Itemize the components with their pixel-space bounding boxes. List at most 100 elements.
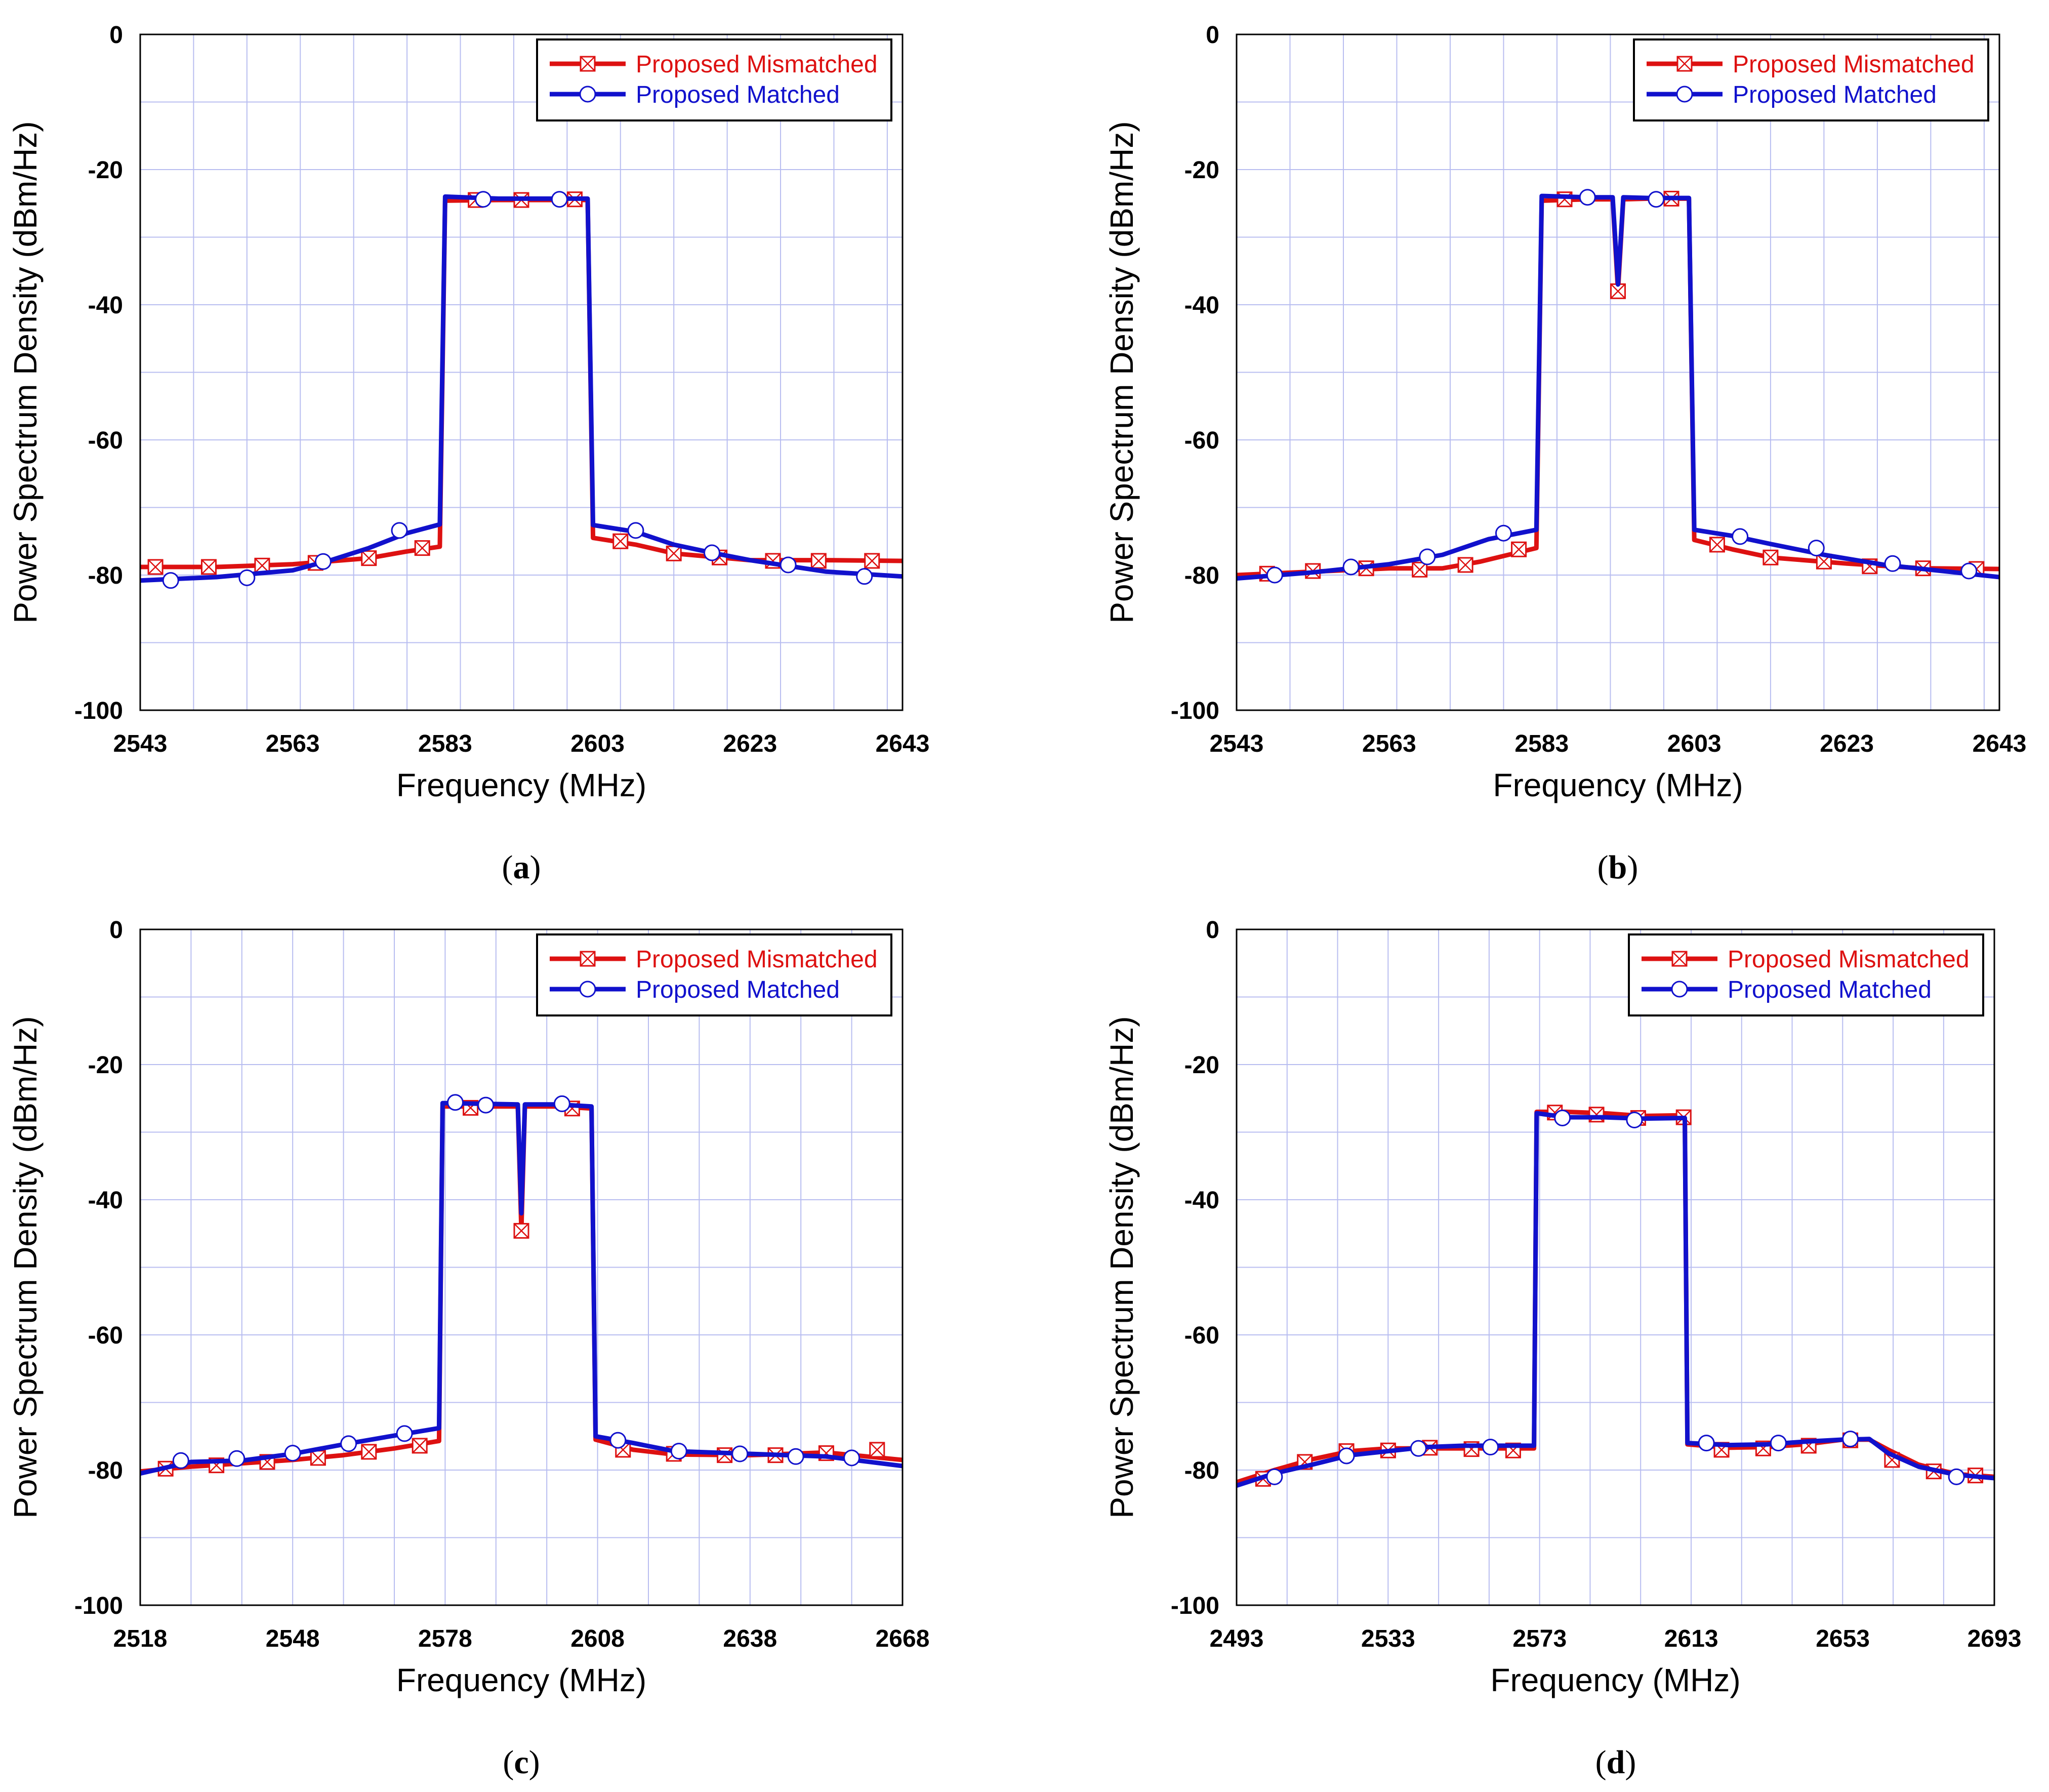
y-tick-label: -80 [88,562,123,589]
x-tick-label: 2563 [1362,730,1416,757]
legend-item-matched: Proposed Matched [550,82,840,108]
y-tick-label: -100 [1171,698,1219,724]
series-line [1236,1111,1995,1488]
axis-frame [1236,928,1995,1606]
legend-marker [1676,86,1693,103]
x-tick-label: 2653 [1816,1625,1870,1652]
legend-label: Proposed Matched [1733,82,1937,108]
y-tick-label: -80 [1184,1457,1219,1484]
data-point [513,1223,529,1239]
data-point [228,1450,245,1467]
legend-label: Proposed Matched [1728,976,1932,1003]
x-axis-label: Frequency (MHz) [1490,1662,1740,1698]
data-point [780,556,797,574]
y-tick-label: 0 [1206,917,1219,944]
data-point [238,569,256,586]
legend-marker [580,951,596,967]
legend: Proposed Mismatched Proposed Matched [1633,38,1989,121]
legend-marker [1671,951,1688,967]
grid [1237,34,1999,710]
x-tick-label: 2613 [1664,1625,1718,1652]
data-point [704,544,720,561]
legend-marker [1676,56,1693,72]
y-tick-label: -80 [88,1457,123,1484]
y-tick-label: -100 [1171,1593,1219,1619]
data-point [1960,562,1978,580]
data-point [1808,540,1825,557]
legend: Proposed Mismatched Proposed Matched [1628,933,1984,1016]
legend-item-matched: Proposed Matched [550,976,840,1003]
legend: Proposed Mismatched Proposed Matched [536,38,892,121]
legend-label: Proposed Mismatched [636,946,878,973]
data-point [1948,1468,1965,1485]
y-tick-label: -20 [88,157,123,184]
data-point [1842,1431,1859,1448]
data-point [1495,524,1512,542]
x-tick-label: 2563 [266,730,320,757]
data-point [1410,1440,1427,1457]
data-point [1884,555,1901,572]
data-point [1457,557,1473,573]
data-point [314,553,332,570]
x-tick-label: 2583 [1514,730,1569,757]
x-tick-label: 2643 [876,730,930,757]
data-point [856,568,873,585]
legend: Proposed Mismatched Proposed Matched [536,933,892,1016]
data-point [254,557,270,574]
x-tick-label: 2693 [1968,1625,2022,1652]
data-point [412,1438,428,1454]
legend-box [1628,933,1984,1016]
data-point [666,545,682,561]
x-tick-label: 2623 [723,730,777,757]
axis-frame [139,928,904,1606]
data-point [1732,528,1749,545]
x-tick-label: 2603 [570,730,625,757]
data-point [477,1096,495,1114]
x-tick-label: 2603 [1667,730,1722,757]
x-tick-label: 2533 [1361,1625,1415,1652]
series-line [140,1101,903,1476]
y-tick-label: -20 [1184,1052,1219,1079]
y-tick-label: -40 [88,292,123,319]
y-tick-label: -40 [1184,292,1219,319]
series-line [1236,193,2000,581]
y-tick-label: -80 [1184,562,1219,589]
data-point [627,522,644,539]
legend-item-mismatched: Proposed Mismatched [550,51,878,78]
data-point [1698,1435,1715,1452]
data-point [553,1095,570,1112]
y-axis-label: Power Spectrum Density (dBm/Hz) [1103,121,1140,623]
data-point [1266,1468,1283,1485]
x-axis-label: Frequency (MHz) [396,1662,646,1698]
y-tick-label: 0 [1206,22,1219,49]
legend-box [1633,38,1989,121]
data-point [1554,1109,1571,1126]
x-tick-label: 2638 [723,1625,777,1652]
data-point [843,1449,860,1467]
data-point [172,1452,189,1469]
axis-frame [139,33,904,711]
x-tick-label: 2623 [1820,730,1874,757]
x-tick-label: 2643 [1973,730,2027,757]
data-point [1709,537,1725,553]
x-tick-label: 2668 [876,1625,930,1652]
y-axis-label: Power Spectrum Density (dBm/Hz) [1103,1016,1140,1518]
y-tick-label: -60 [88,1322,123,1349]
y-tick-label: -20 [1184,157,1219,184]
data-point [396,1425,413,1442]
y-axis-label: Power Spectrum Density (dBm/Hz) [7,121,44,623]
data-point [310,1450,326,1466]
legend-marker [579,86,596,103]
data-point [787,1448,804,1465]
data-point [1338,1447,1355,1464]
y-tick-label: 0 [109,22,123,49]
data-point [162,572,179,589]
legend-item-mismatched: Proposed Mismatched [550,946,878,973]
data-point [1648,191,1665,208]
data-point [1342,558,1360,576]
legend-label: Proposed Mismatched [636,51,878,78]
x-tick-label: 2518 [113,1625,168,1652]
legend-item-mismatched: Proposed Mismatched [1642,946,1970,973]
